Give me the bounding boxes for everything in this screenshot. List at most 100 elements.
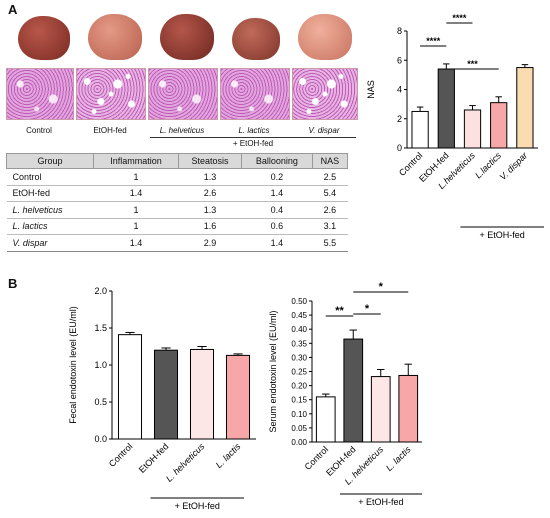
table-header: NAS <box>311 153 349 169</box>
table-cell: 2.9 <box>178 234 242 252</box>
histology-control <box>6 68 74 120</box>
serum-endotoxin-bar-chart: 0.00 0.05 0.10 0.15 0.20 0.25 0.30 0.35 0.40 0.45… <box>268 281 422 507</box>
y-tick-label: 0.00 <box>291 438 307 447</box>
bar <box>117 334 143 440</box>
group-caption: + EtOH-fed <box>358 497 403 507</box>
table-cell: 0.4 <box>241 201 313 219</box>
table-row: Control 1 1.3 0.2 2.5 <box>6 168 348 186</box>
y-axis-label: NAS <box>366 80 376 99</box>
table-row: EtOH-fed 1.4 2.6 1.4 5.4 <box>6 185 348 202</box>
histology-lactics <box>220 68 290 120</box>
liver-photo-dispar <box>298 14 352 60</box>
significance-label: **** <box>426 36 441 46</box>
nas-bar-chart: 02468NASControlEtOH-fedL.helveticusL.lac… <box>366 13 544 240</box>
table-header: Ballooning <box>241 153 313 169</box>
table-row: L. helveticus 1 1.3 0.4 2.6 <box>6 201 348 219</box>
y-tick-label: 8 <box>397 26 402 36</box>
table-header: Steatosis <box>177 153 243 169</box>
table-cell: 1.3 <box>178 168 242 186</box>
y-tick-label: 2 <box>397 114 402 124</box>
y-tick-label: 6 <box>397 55 402 65</box>
bar <box>189 348 215 440</box>
y-tick-label: 0.5 <box>94 397 107 407</box>
liver-photo-lactics <box>232 18 280 60</box>
table-cell: 1.3 <box>178 201 242 219</box>
group-label-helveticus: L. helveticus <box>159 126 205 135</box>
y-tick-label: 0.15 <box>291 396 307 405</box>
significance-label: *** <box>467 59 478 69</box>
group-label-control: Control <box>26 126 52 135</box>
bar <box>437 68 455 149</box>
table-cell: 1.4 <box>241 185 313 202</box>
y-tick-label: 0.30 <box>291 353 307 362</box>
group-label-dispar: V. dispar <box>308 126 340 135</box>
table-header: Group <box>5 153 95 169</box>
panel-b-label: B <box>8 276 18 291</box>
y-tick-label: 1.5 <box>94 323 107 333</box>
x-tick-label: L. lactis <box>384 444 413 473</box>
table-cell: Control <box>6 168 94 186</box>
y-tick-label: 0 <box>397 143 402 153</box>
bar <box>370 376 391 443</box>
liver-photo-control <box>18 16 70 60</box>
table-cell: 1.4 <box>93 185 179 202</box>
bar <box>463 109 482 149</box>
y-tick-label: 0.45 <box>291 311 307 320</box>
y-tick-label: 1.0 <box>94 360 107 370</box>
table-cell: 5.4 <box>312 185 348 202</box>
bar <box>411 110 429 149</box>
y-tick-label: 4 <box>397 85 402 95</box>
bar <box>225 354 251 440</box>
table-cell: EtOH-fed <box>6 185 94 202</box>
table-row: V. dispar 1.4 2.9 1.4 5.5 <box>6 234 348 252</box>
significance-label: ** <box>335 305 344 317</box>
y-tick-label: 0.10 <box>291 410 307 419</box>
histology-etoh <box>76 68 146 120</box>
etoh-bracket-line <box>150 137 356 138</box>
table-cell: V. dispar <box>6 234 94 252</box>
liver-photo-helveticus <box>160 14 214 60</box>
table-cell: 1.4 <box>93 234 179 252</box>
table-cell: 1 <box>93 218 179 235</box>
y-axis-label: Fecal endotoxin level (EU/ml) <box>68 306 78 424</box>
table-cell: 1.4 <box>241 234 313 252</box>
panel-a-label: A <box>8 2 18 17</box>
table-cell: 0.6 <box>241 218 313 235</box>
y-tick-label: 0.0 <box>94 434 107 444</box>
table-row: L. lactics 1 1.6 0.6 3.1 <box>6 218 348 235</box>
significance-label: * <box>379 281 384 293</box>
table-cell: 2.6 <box>178 185 242 202</box>
bar <box>153 349 179 440</box>
y-axis-label: Serum endotoxin level (EU/ml) <box>268 310 278 432</box>
table-cell: L. lactics <box>6 218 94 235</box>
etoh-caption-top: + EtOH-fed <box>232 139 274 148</box>
table-header: Inflammation <box>93 153 179 169</box>
table-cell: 2.5 <box>312 168 348 186</box>
histology-dispar <box>292 68 358 120</box>
group-label-lactics: L. lactics <box>238 126 270 135</box>
table-cell: 2.6 <box>312 201 348 219</box>
table-cell: 1.6 <box>178 218 242 235</box>
x-tick-label: Control <box>107 441 135 469</box>
y-tick-label: 0.40 <box>291 325 307 334</box>
bar <box>343 338 364 443</box>
significance-label: * <box>365 303 370 315</box>
fecal-endotoxin-bar-chart: 0.0 0.5 1.0 1.5 2.0 Fecal endotoxin level (EU… <box>68 286 256 511</box>
group-label-etoh: EtOH-fed <box>93 126 127 135</box>
group-caption: + EtOH-fed <box>480 230 525 240</box>
table-cell: L. helveticus <box>6 201 94 219</box>
table-cell: 1 <box>93 201 179 219</box>
significance-label: **** <box>452 13 467 23</box>
y-tick-label: 2.0 <box>94 286 107 296</box>
group-caption: + EtOH-fed <box>175 501 220 511</box>
table-cell: 3.1 <box>312 218 348 235</box>
table-cell: 1 <box>93 168 179 186</box>
y-tick-label: 0.05 <box>291 424 307 433</box>
y-tick-label: 0.50 <box>291 297 307 306</box>
liver-photo-etoh <box>88 14 142 60</box>
bar <box>398 374 419 443</box>
histology-helveticus <box>148 68 218 120</box>
x-tick-label: L. lactis <box>214 441 243 470</box>
x-tick-label: L. helveticus <box>164 441 207 484</box>
x-tick-label: EtOH-fed <box>137 441 171 475</box>
